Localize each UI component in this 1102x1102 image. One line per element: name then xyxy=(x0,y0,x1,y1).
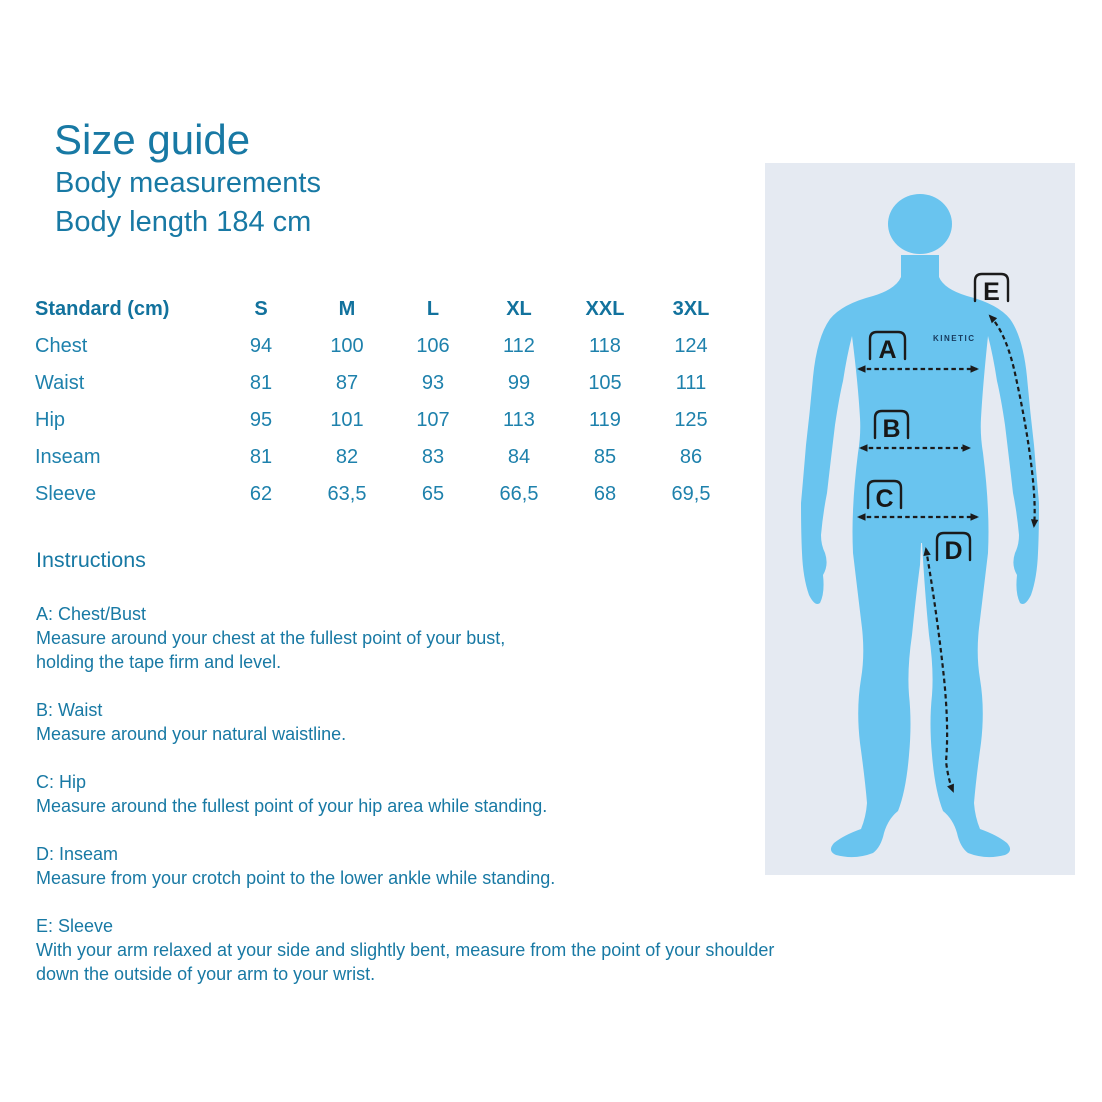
instruction-line: Measure around the fullest point of your… xyxy=(36,796,548,816)
table-cell: 113 xyxy=(503,409,535,431)
instruction-item-e: E: Sleeve With your arm relaxed at your … xyxy=(36,914,866,986)
table-cell: 95 xyxy=(249,409,273,431)
instruction-item-a: A: Chest/Bust Measure around your chest … xyxy=(36,602,866,674)
instruction-item-c: C: Hip Measure around the fullest point … xyxy=(36,770,866,818)
instructions-section: Instructions A: Chest/Bust Measure aroun… xyxy=(36,548,866,1010)
marker-e-frame xyxy=(973,272,1010,303)
row-label-chest: Chest xyxy=(35,335,88,357)
table-cell: 112 xyxy=(503,335,535,357)
size-table: Standard (cm) S M L XL XXL 3XL Chest 94 … xyxy=(35,291,734,513)
instruction-item-d: D: Inseam Measure from your crotch point… xyxy=(36,842,866,890)
table-cell: 107 xyxy=(416,409,450,431)
marker-c-frame xyxy=(866,479,903,510)
marker-b-frame xyxy=(873,409,910,440)
instruction-label: A: Chest/Bust xyxy=(36,604,147,624)
marker-d-frame xyxy=(935,531,972,562)
table-cell: 84 xyxy=(507,446,531,468)
row-label-sleeve: Sleeve xyxy=(35,483,97,505)
inseam-measure-arrow xyxy=(923,547,955,793)
header-cell-3xl: 3XL xyxy=(672,298,710,320)
instruction-label: D: Inseam xyxy=(36,844,119,864)
marker-a-letter: A xyxy=(878,336,896,364)
table-cell: 85 xyxy=(593,446,617,468)
instruction-line: Measure from your crotch point to the lo… xyxy=(36,868,556,888)
table-cell: 100 xyxy=(330,335,364,357)
table-cell: 94 xyxy=(249,335,273,357)
header-cell-m: M xyxy=(338,298,356,320)
header-cell-xl: XL xyxy=(506,298,532,320)
table-cell: 111 xyxy=(675,372,707,394)
table-cell: 69,5 xyxy=(671,483,711,505)
body-silhouette xyxy=(801,194,1039,858)
table-cell: 101 xyxy=(330,409,364,431)
table-cell: 62 xyxy=(249,483,273,505)
marker-a-frame xyxy=(868,330,907,361)
instruction-line: down the outside of your arm to your wri… xyxy=(36,964,376,984)
table-cell: 125 xyxy=(674,409,708,431)
table-cell: 86 xyxy=(679,446,703,468)
marker-b-letter: B xyxy=(882,415,900,443)
table-cell: 82 xyxy=(335,446,359,468)
instructions-heading: Instructions xyxy=(36,548,146,572)
body-diagram-panel: KINETIC A B C D xyxy=(765,163,1075,875)
table-cell: 83 xyxy=(421,446,445,468)
header-cell-s: S xyxy=(254,298,268,320)
table-cell: 118 xyxy=(589,335,621,357)
table-cell: 124 xyxy=(674,335,708,357)
row-label-waist: Waist xyxy=(35,372,85,394)
marker-c-letter: C xyxy=(875,485,893,513)
instruction-line: Measure around your chest at the fullest… xyxy=(36,628,506,648)
header-cell-l: L xyxy=(426,298,440,320)
instruction-item-b: B: Waist Measure around your natural wai… xyxy=(36,698,866,746)
subtitle-body-measurements: Body measurements xyxy=(55,167,321,199)
table-cell: 105 xyxy=(588,372,622,394)
table-cell: 87 xyxy=(335,372,359,394)
table-cell: 99 xyxy=(507,372,531,394)
sleeve-measure-arrow xyxy=(988,314,1039,528)
instruction-line: holding the tape firm and level. xyxy=(36,652,282,672)
body-shape xyxy=(801,255,1039,858)
table-cell: 68 xyxy=(593,483,617,505)
header-cell-standard: Standard (cm) xyxy=(35,298,170,320)
head-shape xyxy=(888,194,952,254)
instruction-label: B: Waist xyxy=(36,700,103,720)
brand-text: KINETIC xyxy=(933,334,976,343)
table-cell: 119 xyxy=(589,409,621,431)
row-label-inseam: Inseam xyxy=(35,446,101,468)
table-cell: 81 xyxy=(249,372,273,394)
table-cell: 93 xyxy=(421,372,445,394)
table-cell: 66,5 xyxy=(499,483,539,505)
table-cell: 63,5 xyxy=(327,483,367,505)
body-diagram: KINETIC A B C D xyxy=(801,194,1039,858)
instruction-label: C: Hip xyxy=(36,772,87,792)
marker-e-letter: E xyxy=(983,278,1000,306)
instruction-label: E: Sleeve xyxy=(36,916,114,936)
marker-d-letter: D xyxy=(944,537,962,565)
table-cell: 106 xyxy=(416,335,450,357)
instruction-line: Measure around your natural waistline. xyxy=(36,724,347,744)
table-cell: 81 xyxy=(249,446,273,468)
table-cell: 65 xyxy=(421,483,445,505)
header-cell-xxl: XXL xyxy=(585,298,625,320)
instruction-line: With your arm relaxed at your side and s… xyxy=(36,940,775,960)
row-label-hip: Hip xyxy=(35,409,66,431)
page-title: Size guide xyxy=(54,116,251,163)
subtitle-body-length: Body length 184 cm xyxy=(55,206,312,238)
